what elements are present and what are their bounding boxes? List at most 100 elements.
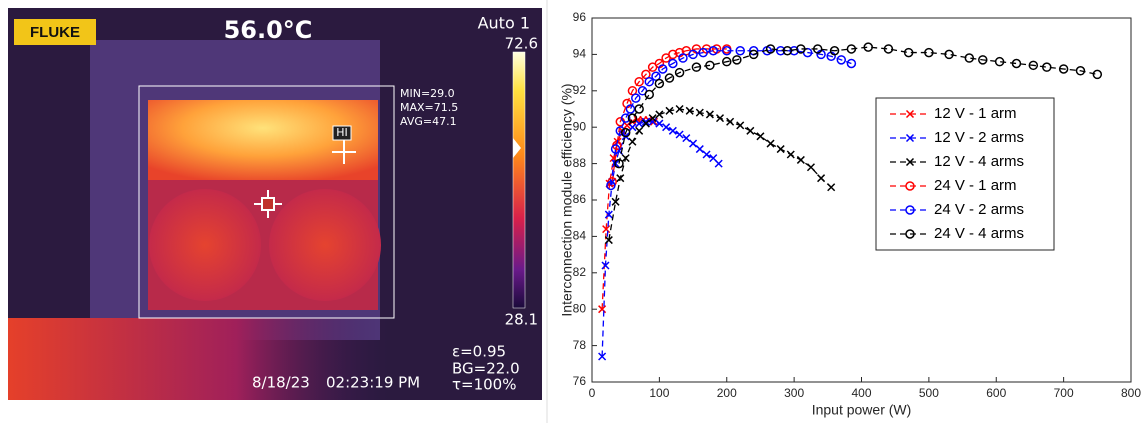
marker (628, 137, 637, 146)
y-tick-label: 84 (573, 229, 587, 243)
marker (620, 113, 631, 123)
marker (668, 126, 677, 135)
marker (1042, 62, 1052, 72)
marker (634, 76, 644, 87)
y-tick-label: 94 (573, 47, 587, 61)
center-temp: 56.0°C (224, 16, 313, 44)
marker (602, 225, 611, 234)
x-tick-label: 700 (1054, 386, 1074, 400)
marker (664, 73, 675, 83)
marker (674, 67, 685, 78)
legend-label: 24 V - 1 arm (934, 177, 1017, 194)
x-tick-label: 800 (1121, 386, 1141, 400)
box-stat: MAX=71.5 (400, 101, 458, 114)
marker (846, 58, 857, 69)
marker (765, 44, 776, 54)
marker (924, 47, 934, 58)
legend-marker (905, 205, 915, 215)
marker (1028, 60, 1039, 71)
marker (635, 119, 644, 128)
marker (812, 44, 823, 54)
marker (691, 62, 702, 72)
mode: Auto 1 (478, 14, 530, 33)
marker (616, 174, 625, 183)
legend: 12 V - 1 arm 12 V - 2 arms 12 V - 4 arms 24… (875, 97, 1055, 251)
marker (726, 117, 735, 126)
marker (662, 123, 671, 132)
marker (620, 127, 631, 138)
marker (796, 44, 806, 54)
marker (634, 104, 644, 114)
marker (796, 155, 805, 164)
marker (789, 46, 799, 56)
date: 8/18/23 (252, 374, 310, 392)
marker (705, 60, 715, 71)
marker (655, 110, 664, 119)
marker (827, 183, 836, 192)
hot-edge (8, 318, 388, 400)
marker (978, 55, 988, 65)
setting: BG=22.0 (452, 360, 520, 378)
marker (598, 352, 607, 361)
center-crosshair (254, 190, 282, 218)
box-stat: MIN=29.0 (400, 87, 455, 100)
x-tick-label: 200 (717, 386, 737, 400)
legend-marker (905, 133, 915, 143)
marker (631, 93, 641, 103)
marker (705, 110, 714, 119)
marker (806, 163, 815, 172)
marker (627, 113, 638, 123)
marker (682, 134, 691, 143)
thermal-image: FLUKE 56.0°C Auto 1 72.6 28.1 MIN=29.0 M… (8, 8, 542, 400)
marker (776, 145, 785, 154)
legend-label: 24 V - 4 arms (934, 225, 1024, 242)
marker (688, 49, 698, 60)
marker (1058, 64, 1069, 74)
inductor (149, 189, 261, 301)
box-stat: AVG=47.1 (400, 115, 457, 128)
marker (644, 76, 655, 87)
marker (648, 114, 657, 123)
x-tick-label: 400 (851, 386, 871, 400)
marker (657, 64, 668, 74)
marker (604, 210, 613, 219)
series-line (610, 50, 852, 186)
marker (614, 158, 624, 169)
y-axis-label: Interconnection module efficiency (%) (559, 83, 575, 316)
marker (836, 55, 847, 65)
hot-marker-box (332, 125, 352, 141)
color-scale (512, 51, 526, 309)
marker (1075, 66, 1086, 76)
marker (615, 126, 626, 136)
brand: FLUKE (30, 24, 80, 41)
x-tick-label: 500 (919, 386, 939, 400)
marker (735, 46, 745, 56)
marker (722, 46, 732, 56)
marker (714, 159, 723, 168)
marker (766, 139, 775, 148)
marker (786, 150, 795, 159)
marker (668, 49, 678, 60)
legend-label: 24 V - 2 arms (934, 201, 1024, 218)
legend-marker (905, 181, 915, 191)
x-tick-label: 300 (784, 386, 804, 400)
marker (635, 126, 644, 135)
legend-label: 12 V - 1 arm (934, 105, 1017, 122)
legend-label: 12 V - 4 arms (934, 153, 1024, 170)
marker (883, 44, 894, 54)
y-tick-label: 90 (573, 119, 587, 133)
y-tick-label: 86 (573, 192, 587, 206)
marker (708, 46, 719, 56)
marker (846, 44, 857, 54)
setting: ε=0.95 (452, 343, 506, 361)
marker (665, 106, 674, 115)
x-axis-label: Input power (W) (812, 402, 912, 418)
time: 02:23:19 PM (326, 374, 420, 392)
marker (782, 46, 793, 56)
y-tick-label: 92 (573, 83, 587, 97)
hot-marker: HI (336, 126, 348, 139)
marker (675, 104, 684, 114)
marker (604, 236, 613, 245)
brand-badge (14, 19, 96, 45)
